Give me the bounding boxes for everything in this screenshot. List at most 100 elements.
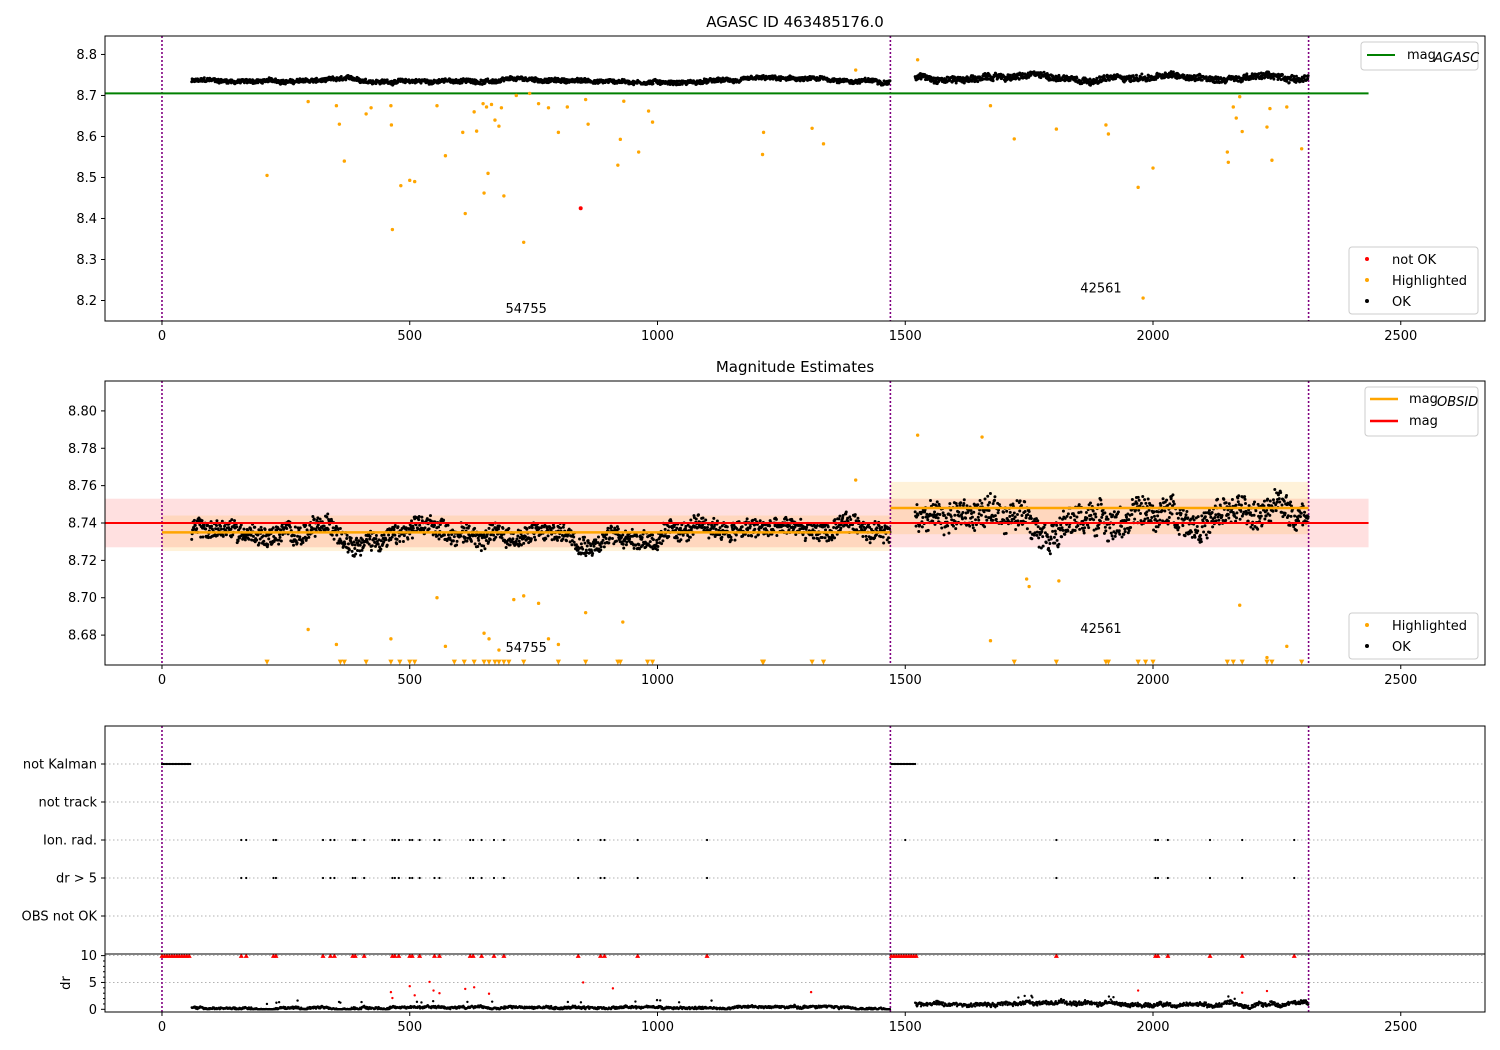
ok-point xyxy=(357,539,361,543)
ok-point xyxy=(1011,502,1015,506)
highlighted-point xyxy=(1234,116,1238,120)
ok-point xyxy=(887,526,891,530)
ok-point xyxy=(940,526,944,530)
ok-point xyxy=(968,524,972,528)
ok-point xyxy=(230,518,234,522)
ok-point xyxy=(832,525,836,529)
ok-point xyxy=(277,538,281,542)
ok-point xyxy=(970,515,974,519)
ok-point xyxy=(879,535,883,539)
ok-point xyxy=(346,542,350,546)
ok-point xyxy=(1082,531,1086,535)
y-tick-label: 8.7 xyxy=(76,89,97,104)
ok-point xyxy=(195,527,199,531)
highlighted-point xyxy=(988,639,993,643)
ok-point xyxy=(1076,524,1080,528)
ok-point xyxy=(1035,530,1039,534)
ok-point xyxy=(707,536,711,540)
ok-point xyxy=(267,537,271,541)
ok-point xyxy=(1222,497,1226,501)
panel-frame-0 xyxy=(104,35,1486,322)
ok-point xyxy=(1066,512,1070,516)
ok-point xyxy=(1073,518,1077,522)
ok-point xyxy=(307,535,311,539)
ok-point xyxy=(1145,510,1149,514)
ok-point xyxy=(997,503,1001,507)
ok-point xyxy=(741,534,745,538)
ok-point xyxy=(1079,510,1083,514)
ok-point xyxy=(395,537,399,541)
ok-point xyxy=(351,543,355,547)
ok-point xyxy=(1267,504,1271,508)
ok-point xyxy=(1280,510,1284,514)
ok-point xyxy=(322,524,326,528)
ok-point xyxy=(1005,509,1009,513)
ok-point xyxy=(1306,515,1310,519)
ok-point xyxy=(379,547,383,551)
ok-point xyxy=(418,523,422,527)
ok-point xyxy=(960,517,964,521)
ok-point xyxy=(1045,533,1049,537)
ok-point xyxy=(279,539,283,543)
ok-point xyxy=(382,533,386,537)
ok-point xyxy=(861,535,865,539)
ok-point xyxy=(947,531,951,535)
ok-point xyxy=(987,509,991,513)
ok-point xyxy=(973,529,977,533)
ok-point xyxy=(734,533,738,537)
ok-point xyxy=(410,536,414,540)
ok-point xyxy=(385,543,389,547)
highlighted-point xyxy=(1104,123,1108,127)
ok-point xyxy=(1043,531,1047,535)
ok-point xyxy=(1211,525,1215,529)
ok-point xyxy=(620,540,624,544)
ok-point xyxy=(745,517,749,521)
ok-point xyxy=(370,544,374,548)
ok-point xyxy=(962,502,966,506)
ok-point xyxy=(1204,533,1208,537)
ok-point xyxy=(750,534,754,538)
ok-point xyxy=(1066,529,1070,533)
ok-point xyxy=(782,524,786,528)
ok-point xyxy=(1273,488,1277,492)
ok-point xyxy=(865,537,869,541)
highlighted-point xyxy=(1141,296,1145,300)
ok-point xyxy=(242,533,246,537)
ok-point xyxy=(1204,75,1208,79)
ok-point xyxy=(585,544,589,548)
ok-point xyxy=(992,498,996,502)
ok-point xyxy=(360,548,364,552)
legend-label: OK xyxy=(1392,295,1411,310)
ok-point xyxy=(951,524,955,528)
ok-point xyxy=(352,540,356,544)
ok-point xyxy=(345,533,349,537)
ok-point xyxy=(667,534,671,538)
ok-point xyxy=(637,543,641,547)
ok-point xyxy=(476,545,480,549)
highlighted-point xyxy=(487,637,491,641)
ok-point xyxy=(1104,529,1108,533)
ok-point xyxy=(630,527,634,531)
ok-point xyxy=(1198,533,1202,537)
ok-point xyxy=(615,525,619,529)
ok-point xyxy=(1256,502,1260,506)
highlighted-point xyxy=(1240,129,1244,134)
highlighted-point xyxy=(342,159,347,163)
ok-point xyxy=(1303,510,1307,514)
ok-point xyxy=(1024,516,1028,520)
ok-point xyxy=(214,523,218,527)
ok-point xyxy=(246,528,250,532)
ok-point xyxy=(592,544,596,548)
ok-point xyxy=(1278,500,1282,504)
ok-point xyxy=(1127,518,1131,522)
ok-point xyxy=(868,525,872,529)
ok-point xyxy=(932,513,936,517)
ok-point xyxy=(748,524,752,528)
ok-point xyxy=(192,527,196,531)
ok-point xyxy=(801,533,805,537)
ok-point xyxy=(354,552,358,556)
ok-point xyxy=(1156,525,1160,529)
ok-point xyxy=(332,537,336,541)
highlighted-point xyxy=(497,124,501,128)
ok-point xyxy=(1092,528,1096,532)
